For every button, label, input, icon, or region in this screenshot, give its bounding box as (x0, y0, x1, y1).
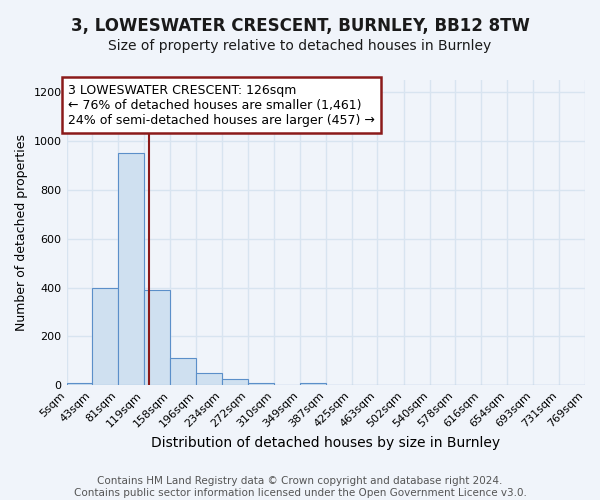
Y-axis label: Number of detached properties: Number of detached properties (15, 134, 28, 331)
X-axis label: Distribution of detached houses by size in Burnley: Distribution of detached houses by size … (151, 436, 500, 450)
Text: 3 LOWESWATER CRESCENT: 126sqm
← 76% of detached houses are smaller (1,461)
24% o: 3 LOWESWATER CRESCENT: 126sqm ← 76% of d… (68, 84, 375, 126)
Bar (67, 383, 92, 385)
Bar (248, 383, 274, 385)
Bar (300, 383, 326, 385)
Bar (222, 379, 248, 385)
Text: Contains HM Land Registry data © Crown copyright and database right 2024.
Contai: Contains HM Land Registry data © Crown c… (74, 476, 526, 498)
Bar (144, 290, 170, 385)
Text: 3, LOWESWATER CRESCENT, BURNLEY, BB12 8TW: 3, LOWESWATER CRESCENT, BURNLEY, BB12 8T… (71, 18, 529, 36)
Bar (196, 373, 222, 385)
Bar (170, 358, 196, 385)
Bar (118, 154, 144, 385)
Text: Size of property relative to detached houses in Burnley: Size of property relative to detached ho… (109, 39, 491, 53)
Bar (92, 288, 118, 385)
